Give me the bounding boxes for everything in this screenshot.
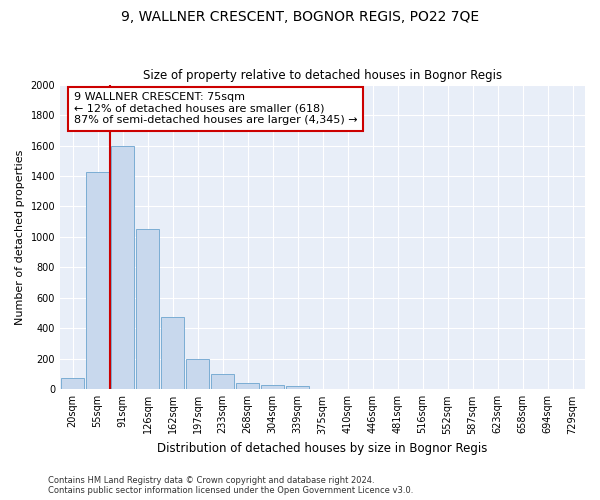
Bar: [261, 384, 284, 390]
Bar: [286, 386, 309, 390]
Bar: [111, 146, 134, 390]
Bar: [236, 383, 259, 390]
Title: Size of property relative to detached houses in Bognor Regis: Size of property relative to detached ho…: [143, 69, 502, 82]
Bar: [136, 230, 159, 390]
Bar: [86, 172, 109, 390]
Bar: [211, 374, 234, 390]
Text: 9, WALLNER CRESCENT, BOGNOR REGIS, PO22 7QE: 9, WALLNER CRESCENT, BOGNOR REGIS, PO22 …: [121, 10, 479, 24]
Y-axis label: Number of detached properties: Number of detached properties: [15, 149, 25, 324]
X-axis label: Distribution of detached houses by size in Bognor Regis: Distribution of detached houses by size …: [157, 442, 488, 455]
Text: 9 WALLNER CRESCENT: 75sqm
← 12% of detached houses are smaller (618)
87% of semi: 9 WALLNER CRESCENT: 75sqm ← 12% of detac…: [74, 92, 358, 126]
Bar: [61, 378, 84, 390]
Text: Contains HM Land Registry data © Crown copyright and database right 2024.
Contai: Contains HM Land Registry data © Crown c…: [48, 476, 413, 495]
Bar: [161, 317, 184, 390]
Bar: [186, 359, 209, 390]
